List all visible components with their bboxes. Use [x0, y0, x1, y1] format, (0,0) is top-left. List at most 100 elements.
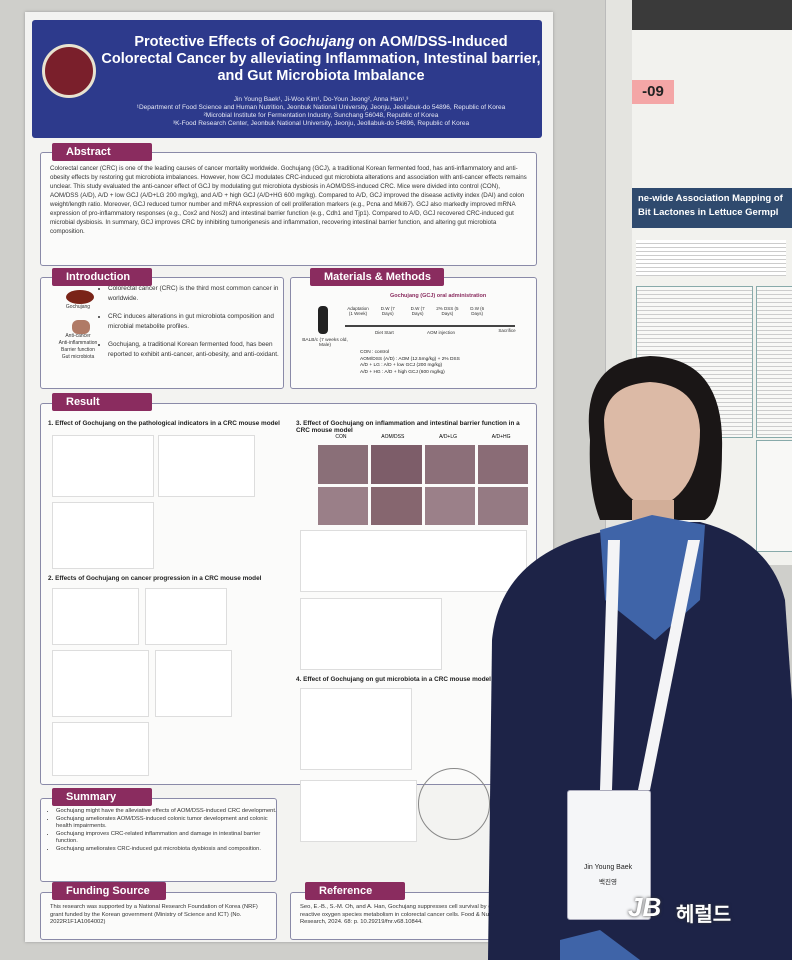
step: Adaptation (1 Week) — [347, 306, 369, 316]
summary-bullets: Gochujang might have the alleviative eff… — [46, 808, 278, 853]
affiliation: ¹Department of Food Science and Human Nu… — [136, 104, 506, 111]
section-heading: Abstract — [52, 143, 152, 161]
title-part: Protective Effects of — [134, 34, 279, 50]
legend-entry: CON — [335, 434, 347, 440]
event: Diet Start — [375, 330, 394, 335]
neighbor-panel — [756, 286, 792, 438]
section-heading: Funding Source — [52, 882, 166, 900]
bullet: Gochujang, a traditional Korean fermente… — [108, 340, 284, 360]
figure-panel — [52, 502, 154, 569]
mouse-icon — [72, 320, 90, 334]
mouse-label: BALB/c (7 weeks old, Male) — [302, 338, 348, 348]
result-subheading: 2. Effects of Gochujang on cancer progre… — [48, 575, 262, 582]
histology-image — [424, 445, 475, 484]
cuff — [560, 930, 640, 960]
histology-image — [477, 445, 528, 484]
result-subheading: 1. Effect of Gochujang on the pathologic… — [48, 420, 280, 427]
bullet: Gochujang might have the alleviative eff… — [56, 808, 278, 816]
watermark-logo: JB — [628, 892, 662, 922]
intro-bullets: Colorectal cancer (CRC) is the third mos… — [98, 284, 284, 360]
group: A/D + HG : A/D + high GCJ (600 mg/kg) — [360, 369, 445, 375]
figure-panel — [158, 435, 255, 497]
histology-panel — [318, 445, 528, 525]
figure-panel — [155, 650, 232, 717]
section-heading: Introduction — [52, 268, 152, 286]
histology-image — [477, 486, 528, 525]
histology-image — [371, 486, 422, 525]
gochujang-icon — [66, 290, 94, 304]
histology-image — [318, 445, 369, 484]
affiliation: ²Microbial Institute for Fermentation In… — [203, 112, 439, 119]
figure-panel — [145, 588, 227, 645]
badge-name: Jin Young Baek — [583, 864, 633, 871]
result-subheading: 3. Effect of Gochujang on inflammation a… — [296, 420, 520, 434]
title-part: Gochujang — [278, 34, 355, 50]
title-part: on AOM/DSS-Induced Colorectal Cancer by … — [101, 34, 541, 84]
timeline-title: Gochujang (GCJ) oral administration — [390, 293, 487, 299]
figure-panel — [300, 530, 527, 592]
groups: CON : control AOM/DSS (A/D) : AOM (12.5m… — [360, 350, 460, 376]
figure-panel — [300, 688, 412, 770]
bullet: CRC induces alterations in gut microbiot… — [108, 312, 284, 332]
section-heading: Summary — [52, 788, 152, 806]
poster-header — [32, 20, 542, 138]
step: 2% DSS (5 Days) — [436, 306, 459, 316]
step: D.W (6 Days) — [470, 306, 485, 316]
neighbor-title: ne-wide Association Mapping of Bit Lacto… — [632, 188, 792, 228]
abstract-box — [40, 152, 537, 266]
event: AOM injection — [426, 330, 455, 335]
image-label: Gut microbiota — [61, 354, 95, 360]
timeline — [345, 325, 515, 327]
neighbor-poster: -09 ne-wide Association Mapping of Bit L… — [632, 30, 792, 565]
figure-panel — [52, 588, 139, 645]
image-label: Gochujang — [65, 304, 91, 310]
poster-title: Protective Effects of Gochujang on AOM/D… — [100, 34, 542, 85]
badge-korean-name: 백진영 — [599, 878, 617, 886]
histology-image — [371, 445, 422, 484]
figure-panel — [52, 722, 149, 776]
bullet: Gochujang ameliorates AOM/DSS-induced co… — [56, 816, 278, 831]
abstract-text: Colorectal cancer (CRC) is one of the le… — [50, 165, 527, 235]
jacket — [488, 522, 792, 960]
section-heading: Materials & Methods — [310, 268, 444, 286]
bullet: Gochujang improves CRC-related inflammat… — [56, 831, 278, 846]
bullet: Colorectal cancer (CRC) is the third mos… — [108, 284, 284, 304]
section-heading: Reference — [305, 882, 405, 900]
lanyard — [638, 540, 700, 790]
neighbor-panel — [756, 440, 792, 552]
histology-image — [424, 486, 475, 525]
poster-number: -09 — [632, 80, 674, 104]
figure-panel — [52, 650, 149, 717]
step: D.W (7 Days) — [410, 306, 425, 316]
legend-entry: AOM/DSS — [381, 434, 405, 440]
image-label: Barrier function — [61, 347, 95, 353]
face — [604, 382, 700, 510]
section-heading: Result — [52, 393, 152, 411]
lanyard — [600, 540, 620, 790]
watermark-text: 헤럴드 — [676, 902, 732, 926]
venn-circle — [418, 768, 490, 840]
mouse-icon — [318, 306, 328, 334]
group: A/D + LG : A/D + low GCJ (200 mg/kg) — [360, 363, 443, 368]
frame-top — [632, 0, 792, 30]
name-badge — [567, 790, 651, 920]
funding-box — [40, 892, 277, 940]
figure-panel — [300, 598, 442, 670]
affiliation: ³K-Food Research Center, Jeonbuk Nationa… — [172, 120, 470, 127]
figure-panel — [52, 435, 154, 497]
image-label: Anti-inflammation — [58, 340, 98, 346]
neighbor-text — [636, 240, 786, 276]
group: AOM/DSS (A/D) : AOM (12.5mg/kg) + 2% DSS — [360, 356, 460, 362]
reference-text: Seo, E.-B., S.-M. Oh, and A. Han, Gochuj… — [300, 904, 511, 925]
funding-text: This research was supported by a Nationa… — [50, 904, 258, 925]
step: Sacrifice — [498, 328, 516, 333]
image-label: Anti-cancer — [65, 333, 91, 339]
authors-block: Jin Young Baek¹, Ji-Woo Kim¹, Do-Youn Je… — [100, 96, 542, 128]
university-logo — [42, 44, 96, 98]
intro-image-labels: Gochujang Anti-cancer Anti-inflammation … — [48, 304, 108, 361]
bullet: Gochujang ameliorates CRC-induced gut mi… — [56, 846, 278, 854]
timeline-steps: Adaptation (1 Week) D.W (7 Days) D.W (7 … — [345, 306, 520, 333]
legend-entry: A/D+LG — [439, 434, 458, 440]
